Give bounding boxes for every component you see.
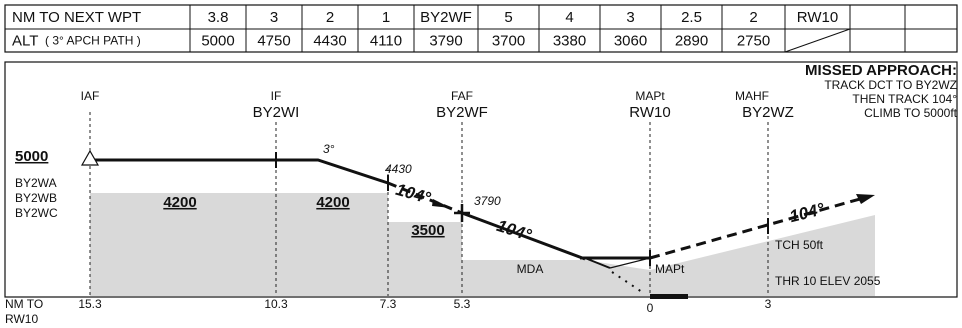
table-header: ALT (12, 32, 38, 49)
missed-approach-text: THEN TRACK 104° (852, 92, 957, 106)
distance-cell: 3.8 (208, 9, 229, 26)
altitude-cell: 2750 (737, 32, 770, 49)
distance-altitude-table: NM TO NEXT WPT 3.8 3 2 1 BY2WF 5 4 3 2.5 2 RW10 ALT (… (4, 4, 958, 53)
missed-approach-path (649, 197, 861, 260)
distance-cell: BY2WF (420, 9, 472, 26)
minimum-altitude: 4200 (316, 194, 349, 211)
track-label: 104° (394, 180, 433, 208)
altitude-cell: 3700 (492, 32, 525, 49)
approach-path (461, 211, 586, 261)
mda-label: MDA (517, 262, 544, 276)
altitude-cell: 3060 (614, 32, 647, 49)
altitude-cell: 4750 (257, 32, 290, 49)
fix-name: BY2WF (436, 104, 488, 121)
table-header-note: ( 3° APCH PATH ) (45, 34, 141, 48)
table-header: NM TO NEXT WPT (12, 9, 141, 26)
distance-cell: RW10 (797, 9, 838, 26)
profile-frame (4, 61, 958, 298)
distance-tick: 3 (765, 297, 772, 311)
fix-name: BY2WZ (742, 104, 794, 121)
track-label: 104° (787, 199, 826, 226)
approach-path (387, 181, 463, 215)
distance-tick: 15.3 (78, 297, 102, 311)
altitude-cell: 2890 (675, 32, 708, 49)
distance-cell: 3 (626, 9, 634, 26)
fix-role: MAPt (635, 89, 665, 103)
fix-role: IAF (81, 89, 100, 103)
distance-cell: 2 (326, 9, 334, 26)
altitude-cell: 3380 (553, 32, 586, 49)
distance-tick: 7.3 (380, 297, 397, 311)
crossing-altitude: 3790 (474, 194, 501, 208)
arrow (432, 199, 451, 208)
altitude-cell: 4430 (313, 32, 346, 49)
threshold-label: THR 10 ELEV 2055 (775, 274, 881, 288)
distance-cell: 4 (565, 9, 573, 26)
altitude-cell: 4110 (370, 32, 402, 49)
fix-name: BY2WI (253, 104, 300, 121)
approach-path (90, 158, 389, 185)
iaf-altitude: 5000 (15, 148, 48, 165)
distance-tick: 0 (647, 301, 654, 315)
visual-segment (611, 271, 646, 295)
missed-approach-title: MISSED APPROACH: (805, 62, 957, 79)
minimum-altitude: 4200 (163, 194, 196, 211)
fix-name: RW10 (629, 104, 670, 121)
distance-cell: 1 (382, 9, 390, 26)
distance-cell: 5 (504, 9, 512, 26)
missed-approach-text: CLIMB TO 5000ft (864, 106, 958, 120)
arrow (856, 194, 875, 204)
fix-role: MAHF (735, 89, 769, 103)
runway (650, 294, 688, 299)
approach-path (584, 257, 611, 269)
distance-cell: 3 (270, 9, 278, 26)
iaf-fix: BY2WC (15, 206, 58, 220)
minimum-altitude: 3500 (411, 222, 444, 239)
distance-cell: 2 (749, 9, 757, 26)
crossing-altitude: 4430 (385, 162, 412, 176)
fix-role: IF (271, 89, 282, 103)
axis-label: RW10 (5, 312, 38, 326)
glide-angle: 3° (323, 142, 335, 156)
approach-path (609, 257, 651, 269)
altitude-cell: 5000 (201, 32, 234, 49)
missed-approach-text: TRACK DCT TO BY2WZ (824, 78, 957, 92)
terrain (90, 193, 875, 296)
track-label: 104° (494, 216, 534, 245)
distance-tick: 5.3 (454, 297, 471, 311)
altitude-cell: 3790 (429, 32, 462, 49)
mapt-label: MAPt (655, 262, 685, 276)
distance-tick: 10.3 (264, 297, 288, 311)
fix-role: FAF (451, 89, 473, 103)
distance-cell: 2.5 (681, 9, 702, 26)
iaf-triangle (80, 149, 100, 166)
axis-label: NM TO (5, 297, 43, 311)
iaf-fix: BY2WB (15, 191, 57, 205)
tch-label: TCH 50ft (775, 238, 824, 252)
iaf-fix: BY2WA (15, 176, 57, 190)
diagonal (784, 28, 851, 53)
